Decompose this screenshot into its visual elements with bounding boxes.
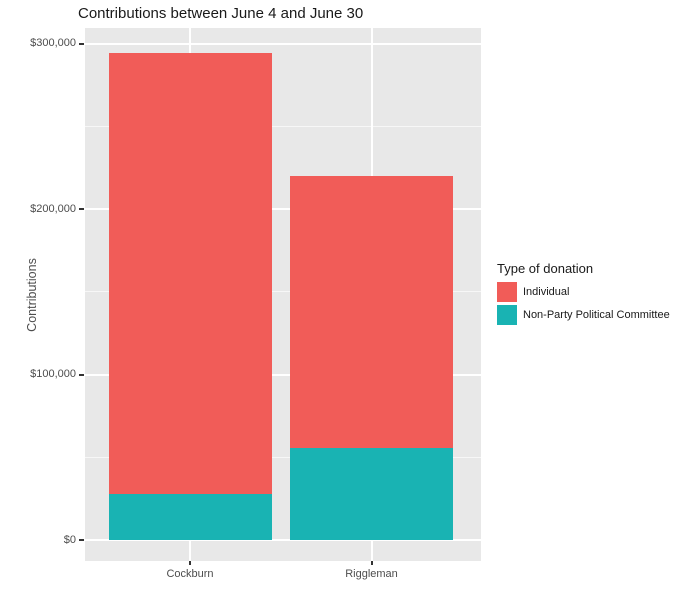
chart-title: Contributions between June 4 and June 30 [78, 5, 364, 22]
y-tick-label: $200,000 [30, 202, 76, 215]
legend-swatch-individual-icon [497, 282, 517, 302]
y-axis-title: Contributions [25, 258, 39, 332]
legend-label-non-party: Non-Party Political Committee [523, 309, 670, 321]
gridline-minor [85, 291, 481, 293]
bar-segment-cockburn-individual [108, 53, 272, 495]
y-tick-mark [79, 539, 84, 541]
gridline-major [85, 42, 481, 45]
x-tick-label-riggleman: Riggleman [345, 568, 398, 580]
y-tick-label: $100,000 [30, 368, 76, 380]
gridline-minor [85, 125, 481, 127]
gridline-major [85, 373, 481, 376]
legend: Type of donation Individual Non-Party Po… [497, 261, 670, 328]
legend-swatch-non-party-icon [497, 305, 517, 325]
x-tick-mark [370, 561, 373, 565]
y-tick-mark [79, 208, 84, 210]
bar-segment-riggleman-individual [290, 175, 453, 449]
x-tick-label-cockburn: Cockburn [166, 568, 214, 580]
legend-label-individual: Individual [523, 286, 570, 298]
legend-item-individual: Individual [497, 282, 670, 302]
y-tick-label: $300,000 [30, 37, 76, 49]
gridline-minor [85, 456, 481, 458]
gridline-major [85, 208, 481, 210]
legend-item-non-party: Non-Party Political Committee [497, 305, 670, 325]
plot-panel [85, 28, 481, 561]
gridline-major [85, 539, 481, 541]
y-tick-mark [79, 373, 84, 376]
y-tick-label: $0 [63, 533, 76, 546]
y-tick-mark [79, 42, 84, 45]
bar-segment-riggleman-non-party-political-committee [290, 448, 453, 540]
legend-title: Type of donation [497, 261, 594, 276]
x-tick-mark [189, 561, 191, 565]
bar-segment-cockburn-non-party-political-committee [108, 494, 272, 540]
